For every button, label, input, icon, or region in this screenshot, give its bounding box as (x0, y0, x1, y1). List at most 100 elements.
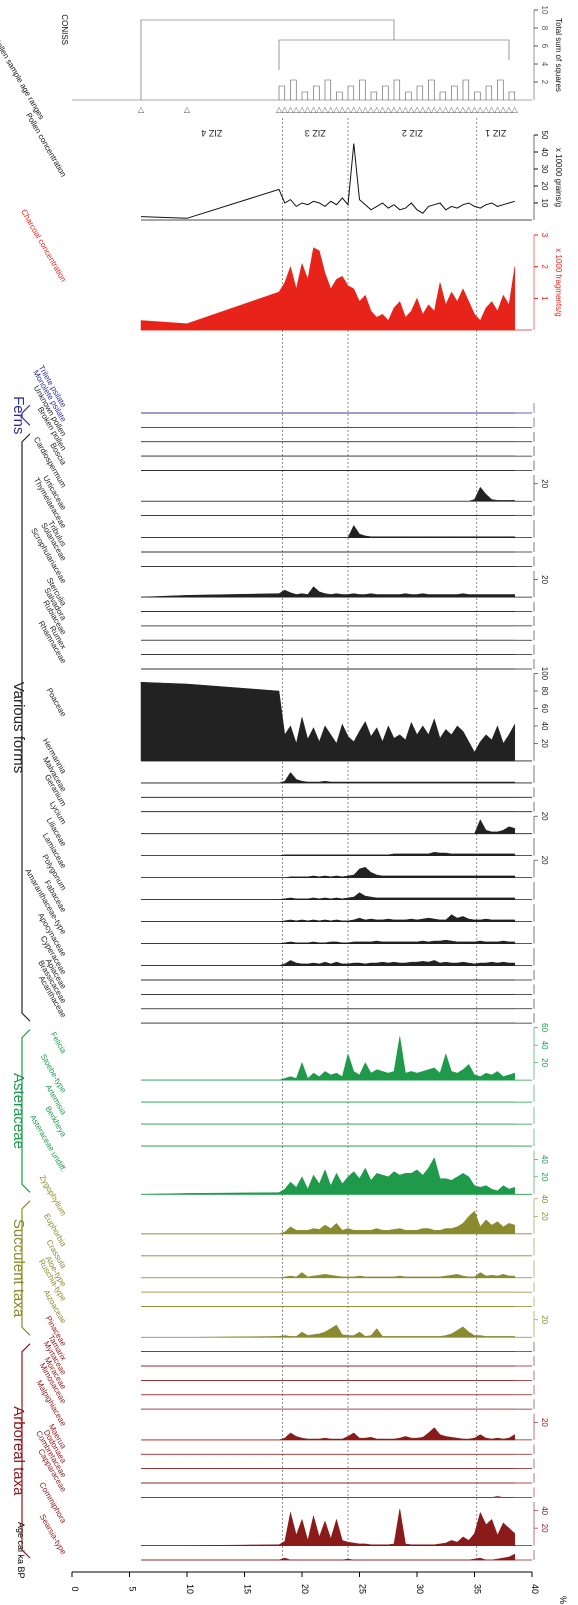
sample-marker: △ (345, 105, 352, 114)
group-bracket (21, 1343, 31, 1559)
track-thymelaeaceae: Thymelaeaceae (32, 476, 535, 539)
value-tick-label: 20 (540, 1058, 549, 1067)
value-tick-label: 40 (540, 1041, 549, 1050)
zone-label-ziz-4: ZIZ 4 (201, 128, 222, 138)
coniss-tick-label: 2 (540, 80, 549, 85)
value-tick-label: 60 (540, 1023, 549, 1032)
sample-marker: △ (362, 105, 369, 114)
track-solanaceae: Solanaceae (39, 521, 535, 567)
coniss-branch (497, 79, 504, 100)
value-tick-label: 20 (540, 739, 549, 748)
value-tick-label: 20 (540, 1212, 549, 1221)
sample-marker: △ (489, 105, 496, 114)
coniss-branch (359, 79, 366, 100)
area-aizoaceae (141, 1324, 516, 1338)
sample-marker: △ (494, 105, 501, 114)
coniss-branch (347, 85, 355, 100)
age-tick-label: 25 (358, 1584, 368, 1594)
coniss-branch (439, 91, 447, 100)
sample-marker: △ (391, 105, 398, 114)
zone-lines: ZIZ 1 ZIZ 2 ZIZ 3 ZIZ 4 (201, 118, 506, 1560)
area-poaceae (140, 681, 516, 762)
charcoal-curve: 1 2 3 x 1000 fragments/g Charcoal concentrat… (19, 208, 563, 331)
curve-tick-label: 3 (540, 233, 549, 238)
sample-marker: △ (408, 105, 415, 114)
sample-marker: △ (374, 105, 381, 114)
sample-marker: △ (184, 105, 191, 114)
sample-marker: △ (316, 105, 323, 114)
track-myrtaceae: Myrtaceae (42, 1340, 535, 1381)
sample-marker: △ (293, 105, 300, 114)
value-tick-label: 20 (540, 575, 549, 584)
group-bracket (21, 1200, 31, 1336)
coniss-branch (474, 91, 481, 100)
sample-marker: △ (310, 105, 317, 114)
value-tick-label: 20 (540, 1172, 549, 1181)
coniss-branch (278, 85, 286, 100)
curve-tick-label: 50 (540, 131, 549, 140)
summary-curves: 1 2 3 x 1000 fragments/g Charcoal concentrat… (0, 6, 563, 331)
sample-marker: △ (351, 105, 358, 114)
concentration-curve: 10 20 30 40 50 x 10000 grains/g Pollen concent… (24, 111, 563, 221)
age-axis-label: Age cal ka BP (16, 1522, 26, 1579)
group-arboreal-taxa: Arboreal taxa (10, 1343, 31, 1559)
age-ranges-label: Pollen sample age ranges (0, 36, 46, 121)
age-tick-label: 0 (70, 1586, 80, 1591)
area-searsia-type (141, 1553, 516, 1561)
track-urticaceae: Urticaceae (41, 474, 535, 517)
curve-tick-label: 30 (540, 165, 549, 174)
group-label-ferns: Ferns (10, 396, 27, 434)
age-tick-label: 10 (185, 1584, 195, 1594)
track-capparaceae: Capparaceae (36, 1447, 535, 1498)
sample-marker: △ (431, 105, 438, 114)
track-crassula: Crassula (44, 1238, 535, 1279)
coniss-branch (324, 79, 332, 100)
curve-tick-label: 1 (540, 296, 549, 301)
sample-marker: △ (368, 105, 375, 114)
sample-marker: △ (420, 105, 427, 114)
coniss-branch (416, 85, 424, 100)
area-apocynaceae (141, 960, 516, 966)
track-cyperaceae: Cyperaceae (39, 934, 535, 981)
coniss-branch (485, 85, 493, 100)
group-bracket (21, 404, 31, 426)
value-tick-label: 20 (540, 1315, 549, 1324)
value-tick-label: 40 (540, 1155, 549, 1164)
taxon-label-poaceae: Poaceae (44, 686, 68, 718)
group-label-asteraceae: Asteraceae (10, 1073, 27, 1149)
area-thymelaeaceae (141, 524, 516, 538)
value-tick-label: 20 (540, 1418, 549, 1427)
curve-tick-label: 20 (540, 182, 549, 191)
sample-marker: △ (322, 105, 329, 114)
coniss-branch (278, 39, 510, 70)
curve-unit: x 10000 grains/g (554, 148, 563, 207)
track-mimosaceae: Mimosaceae (38, 1361, 535, 1410)
coniss-branch (290, 79, 297, 100)
group-ferns: Ferns (10, 396, 31, 434)
track-combretaceae: Combretaceae (34, 1429, 535, 1484)
track-aloe-type: Aloe-type (43, 1254, 535, 1293)
coniss-axis-label: Total sum of squares (554, 18, 563, 92)
coniss-tick-label: 10 (540, 6, 549, 15)
coniss-tick-label: 4 (540, 62, 549, 67)
sample-marker: △ (414, 105, 421, 114)
sample-marker: △ (460, 105, 467, 114)
coniss-branch (140, 19, 395, 100)
taxon-label-felicia: Felicia (49, 1030, 69, 1055)
sample-marker: △ (385, 105, 392, 114)
coniss-branch (313, 85, 320, 100)
sample-marker: △ (339, 105, 346, 114)
sample-marker: △ (402, 105, 409, 114)
area-hermannia (141, 771, 516, 784)
value-tick-label: 20 (540, 856, 549, 865)
curve-tick-label: 10 (540, 199, 549, 208)
coniss-tick-label: 8 (540, 26, 549, 31)
track-fabaceae: Fabaceae (42, 879, 535, 923)
area-crassula (141, 1272, 516, 1279)
track-malvaceae: Malvaceae (41, 755, 535, 798)
sample-marker: △ (276, 105, 283, 114)
